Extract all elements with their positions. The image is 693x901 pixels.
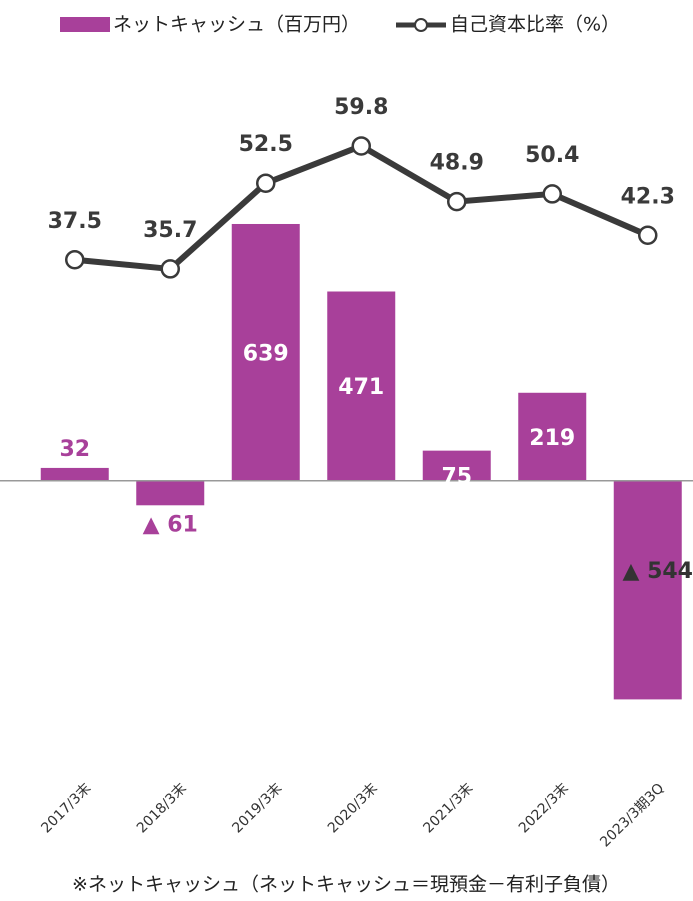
line-label: 50.4 xyxy=(525,143,579,168)
x-tick-label: 2022/3末 xyxy=(516,780,572,836)
footnote: ※ネットキャッシュ（ネットキャッシュ＝現預金－有利子負債） xyxy=(72,874,620,896)
legend-label: ネットキャッシュ（百万円） xyxy=(113,14,360,36)
line-label: 52.5 xyxy=(239,132,293,157)
line-label: 35.7 xyxy=(143,218,197,243)
bar xyxy=(231,223,300,481)
x-tick-label: 2023/3期3Q xyxy=(597,780,667,850)
bar-label: 32 xyxy=(59,437,90,462)
bar xyxy=(613,480,682,700)
bar xyxy=(327,291,396,481)
x-tick-label: 2019/3末 xyxy=(229,780,285,836)
legend-marker xyxy=(414,18,428,32)
line-label: 48.9 xyxy=(430,151,484,176)
line-marker xyxy=(447,191,467,212)
bar xyxy=(518,392,587,481)
bar-label: ▲ 544 xyxy=(622,559,693,584)
line-marker xyxy=(65,250,85,270)
bar-label: 471 xyxy=(338,375,384,400)
legend-label: 自己資本比率（%） xyxy=(450,14,620,36)
line-label: 42.3 xyxy=(621,184,675,209)
bar xyxy=(136,480,205,506)
bar xyxy=(40,467,109,481)
bar-label: 75 xyxy=(441,465,472,490)
x-tick-label: 2018/3末 xyxy=(134,780,190,836)
line-marker xyxy=(256,173,276,193)
bar-label: ▲ 61 xyxy=(143,512,198,537)
legend-bar-swatch xyxy=(60,17,110,32)
line-label: 59.8 xyxy=(334,95,388,120)
line-marker xyxy=(638,225,658,246)
x-tick-label: 2017/3末 xyxy=(38,780,94,836)
line-label: 37.5 xyxy=(48,209,102,234)
bar-label: 639 xyxy=(243,341,289,366)
bar-label: 219 xyxy=(529,426,575,451)
line-marker xyxy=(160,259,180,279)
line-marker xyxy=(351,136,371,156)
x-tick-label: 2020/3末 xyxy=(325,780,381,836)
bar xyxy=(422,450,491,481)
line-marker xyxy=(542,184,562,204)
x-tick-label: 2021/3末 xyxy=(420,780,476,836)
